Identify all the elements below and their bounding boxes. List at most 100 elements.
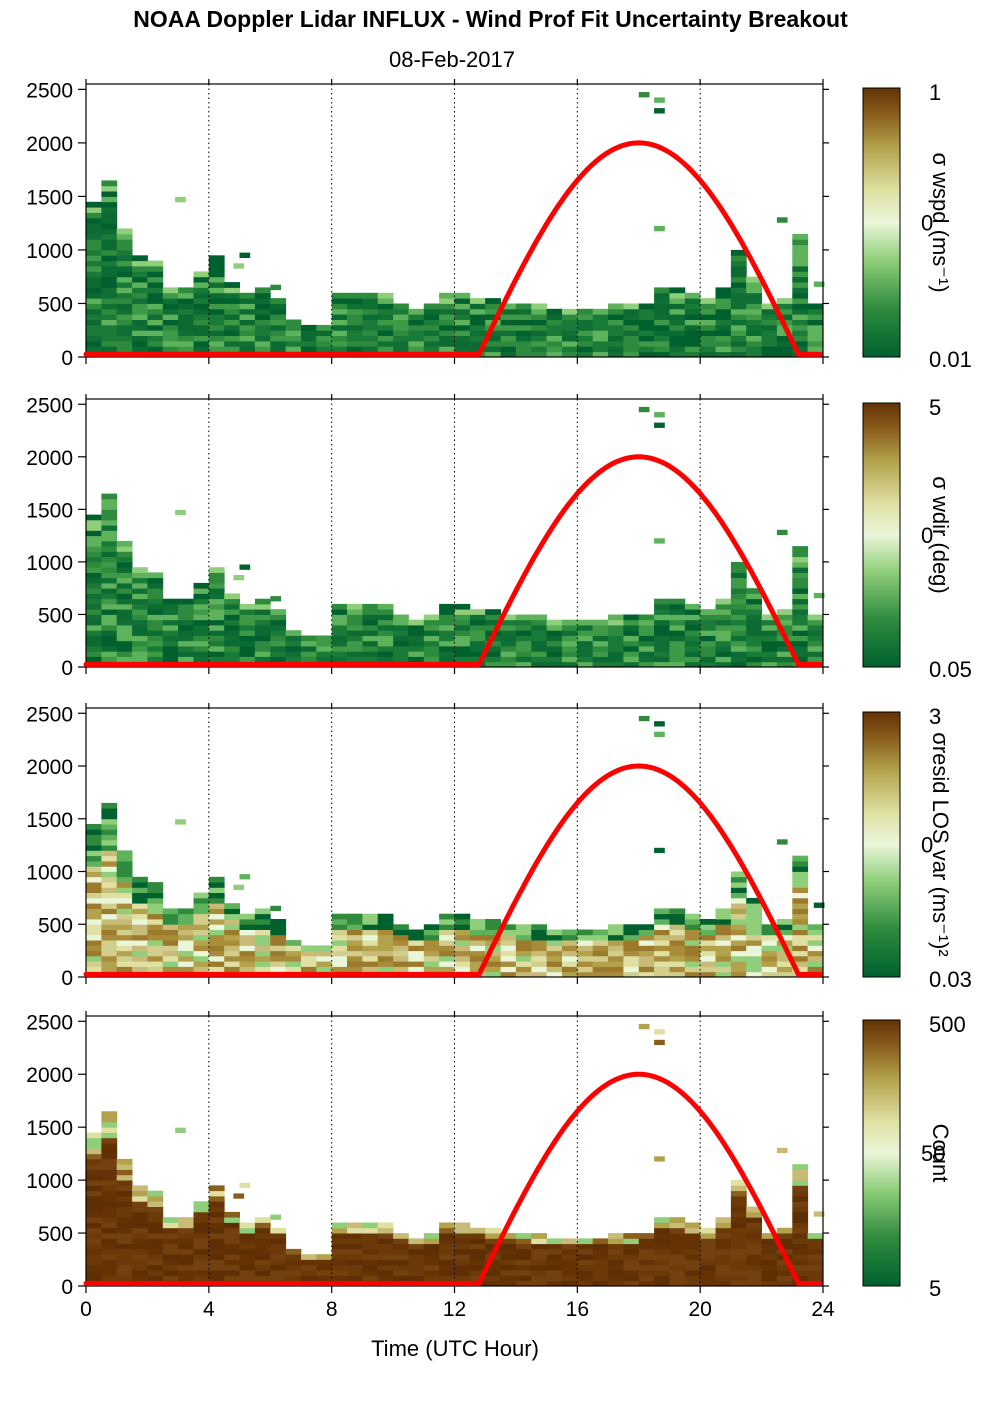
heatmap-cell (147, 913, 164, 920)
heatmap-cell (485, 971, 501, 978)
heatmap-cell (654, 847, 665, 854)
heatmap-cell (454, 945, 471, 952)
heatmap-cell (608, 330, 624, 336)
heatmap-cell (761, 335, 778, 342)
heatmap-cell (623, 656, 640, 663)
heatmap-cell (377, 630, 394, 636)
heatmap-cell (469, 298, 486, 304)
heatmap-cell (86, 1196, 102, 1202)
heatmap-cell (178, 609, 194, 615)
heatmap-cell (684, 646, 701, 652)
heatmap-cell (546, 1254, 563, 1260)
heatmap-cell (116, 861, 133, 867)
heatmap-cell (86, 651, 102, 657)
heatmap-cell (546, 940, 563, 946)
heatmap-cell (730, 249, 747, 256)
heatmap-cell (776, 640, 793, 647)
heatmap-cell (715, 335, 732, 342)
heatmap-cell (393, 1275, 409, 1282)
heatmap-cell (224, 1217, 240, 1223)
heatmap-cell (792, 249, 809, 256)
heatmap-cell (178, 924, 194, 930)
heatmap-cell (715, 919, 732, 925)
heatmap-cell (178, 340, 194, 347)
heatmap-cell (654, 1259, 670, 1266)
heatmap-cell (208, 929, 225, 936)
heatmap-cell (347, 924, 363, 930)
heatmap-cell (515, 1264, 532, 1271)
heatmap-cell (638, 619, 655, 626)
heatmap-cell (776, 335, 793, 342)
heatmap-cell (162, 1217, 179, 1223)
heatmap-cell (101, 861, 118, 867)
heatmap-cell (116, 228, 133, 235)
heatmap-cell (669, 609, 686, 615)
heatmap-cell (393, 940, 409, 946)
heatmap-cell (270, 609, 287, 615)
heatmap-cell (500, 950, 517, 957)
heatmap-cell (654, 292, 670, 299)
heatmap-cell (193, 1217, 210, 1223)
heatmap-cell (669, 1275, 686, 1282)
heatmap-cell (715, 351, 732, 358)
heatmap-cell (454, 292, 471, 299)
heatmap-cell (577, 1248, 594, 1255)
heatmap-cell (500, 929, 517, 936)
heatmap-cell (608, 1254, 624, 1260)
heatmap-cell (623, 1248, 640, 1255)
heatmap-cell (132, 919, 148, 925)
heatmap-cell (86, 1185, 102, 1192)
heatmap-cell (101, 651, 118, 657)
heatmap-cell (86, 233, 102, 240)
heatmap-cell (193, 1254, 210, 1260)
heatmap-cell (239, 950, 256, 957)
heatmap-cell (623, 1270, 640, 1276)
heatmap-cell (208, 940, 225, 946)
heatmap-cell (86, 561, 102, 568)
colorbar-label: σ wspd (ms⁻¹) (928, 152, 953, 292)
heatmap-cell (254, 625, 271, 631)
heatmap-cell (792, 598, 809, 605)
heatmap-cell (746, 588, 762, 594)
heatmap-cell (454, 603, 471, 610)
heatmap-cell (623, 924, 640, 930)
heatmap-cell (669, 1280, 686, 1287)
heatmap-cell (147, 1190, 164, 1197)
heatmap-cell (684, 934, 701, 941)
heatmap-cell (316, 646, 333, 652)
heatmap-cell (101, 180, 118, 187)
heatmap-cell (132, 1222, 148, 1229)
heatmap-cell (408, 1270, 425, 1276)
heatmap-cell (147, 603, 164, 610)
heatmap-cell (761, 308, 778, 315)
heatmap-cell (776, 839, 788, 845)
heatmap-cell (608, 314, 624, 320)
heatmap-cell (684, 1280, 701, 1287)
heatmap-cell (101, 561, 118, 568)
heatmap-cell (776, 966, 793, 973)
heatmap-cell (270, 635, 287, 642)
heatmap-cell (239, 919, 256, 925)
heatmap-cell (654, 640, 670, 647)
heatmap-cell (776, 614, 793, 621)
heatmap-cell (193, 913, 210, 920)
heatmap-cell (515, 945, 532, 952)
heatmap-cell (301, 1270, 317, 1276)
heatmap-cell (423, 319, 440, 326)
heatmap-cell (654, 1264, 670, 1271)
heatmap-cell (638, 955, 655, 962)
heatmap-cell (347, 625, 363, 631)
heatmap-cell (746, 908, 762, 915)
heatmap-cell (178, 945, 194, 952)
heatmap-cell (761, 340, 778, 347)
heatmap-cell (608, 955, 624, 962)
heatmap-cell (162, 1233, 179, 1239)
heatmap-cell (807, 330, 824, 336)
heatmap-cell (623, 635, 640, 642)
heatmap-cell (654, 1270, 670, 1276)
heatmap-cell (362, 961, 379, 967)
heatmap-cell (531, 966, 548, 973)
heatmap-cell (101, 966, 118, 973)
heatmap-cell (239, 1259, 256, 1266)
heatmap-cell (700, 961, 716, 967)
